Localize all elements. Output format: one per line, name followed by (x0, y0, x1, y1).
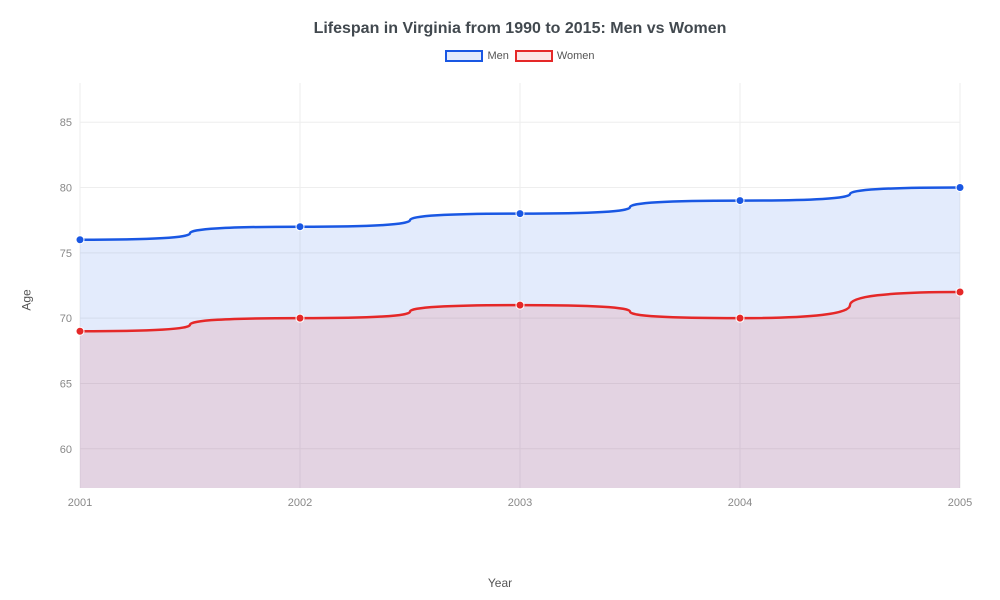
svg-text:2005: 2005 (948, 497, 972, 509)
svg-text:70: 70 (60, 313, 72, 325)
point-women[interactable] (956, 288, 964, 296)
legend-label-women: Women (557, 50, 595, 62)
svg-text:2001: 2001 (68, 497, 92, 509)
legend-item-women[interactable]: Women (515, 50, 595, 62)
svg-text:75: 75 (60, 248, 72, 260)
legend-item-men[interactable]: Men (445, 50, 508, 62)
plot-area: 60657075808520012002200320042005 (70, 78, 970, 518)
legend-swatch-men (445, 50, 483, 62)
point-men[interactable] (736, 197, 744, 205)
point-women[interactable] (296, 314, 304, 322)
chart-title: Lifespan in Virginia from 1990 to 2015: … (70, 20, 970, 38)
chart-svg: 60657075808520012002200320042005 (70, 78, 970, 518)
point-women[interactable] (76, 327, 84, 335)
svg-text:60: 60 (60, 444, 72, 456)
svg-text:2002: 2002 (288, 497, 312, 509)
svg-text:2003: 2003 (508, 497, 532, 509)
point-men[interactable] (76, 236, 84, 244)
point-women[interactable] (516, 301, 524, 309)
point-men[interactable] (956, 184, 964, 192)
legend-label-men: Men (487, 50, 508, 62)
area-women (80, 292, 960, 488)
chart-container: Lifespan in Virginia from 1990 to 2015: … (0, 0, 1000, 600)
legend-swatch-women (515, 50, 553, 62)
svg-text:2004: 2004 (728, 497, 752, 509)
svg-text:80: 80 (60, 183, 72, 195)
point-women[interactable] (736, 314, 744, 322)
svg-text:85: 85 (60, 117, 72, 129)
chart-legend: Men Women (70, 50, 970, 62)
x-axis-label: Year (488, 576, 512, 590)
y-axis-label: Age (20, 289, 34, 310)
point-men[interactable] (296, 223, 304, 231)
point-men[interactable] (516, 210, 524, 218)
svg-text:65: 65 (60, 378, 72, 390)
